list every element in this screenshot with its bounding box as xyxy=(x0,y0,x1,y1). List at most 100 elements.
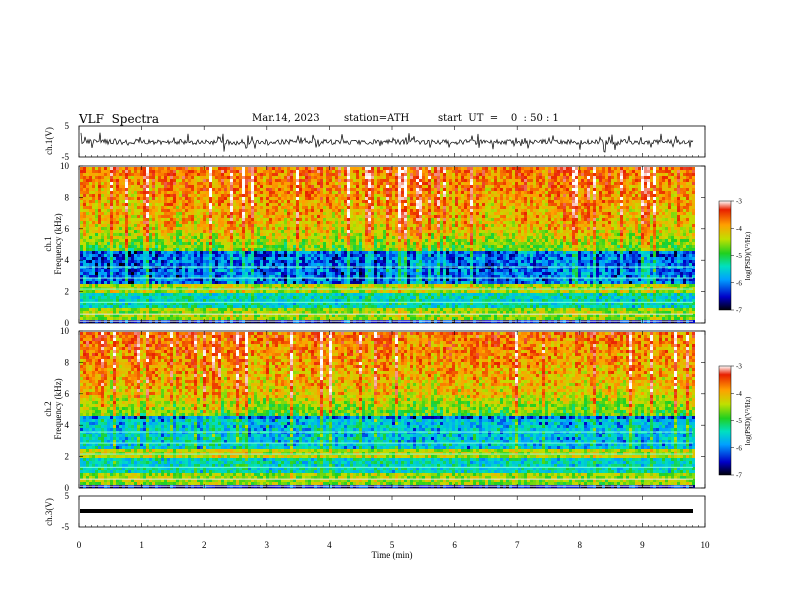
spectrogram-cell xyxy=(329,170,332,173)
spectrogram-cell xyxy=(122,308,125,311)
spectrogram-cell xyxy=(269,263,272,266)
spectrogram-cell xyxy=(272,254,275,257)
spectrogram-cell xyxy=(89,227,92,230)
spectrogram-cell xyxy=(242,248,245,251)
spectrogram-cell xyxy=(170,263,173,266)
spectrogram-cell xyxy=(314,248,317,251)
spectrogram-cell xyxy=(365,257,368,260)
spectrogram-cell xyxy=(191,239,194,242)
spectrogram-cell xyxy=(278,245,281,248)
spectrogram-cell xyxy=(80,251,83,254)
spectrogram-cell xyxy=(194,242,197,245)
spectrogram-cell xyxy=(263,206,266,209)
spectrogram-cell xyxy=(278,272,281,275)
spectrogram-cell xyxy=(164,209,167,212)
spectrogram-cell xyxy=(326,263,329,266)
spectrogram-cell xyxy=(119,239,122,242)
spectrogram-cell xyxy=(206,269,209,272)
spectrogram-cell xyxy=(182,194,185,197)
spectrogram-cell xyxy=(251,302,254,305)
spectrogram-cell xyxy=(254,185,257,188)
spectrogram-cell xyxy=(140,194,143,197)
spectrogram-cell xyxy=(353,251,356,254)
spectrogram-cell xyxy=(314,278,317,281)
spectrogram-cell xyxy=(233,311,236,314)
spectrogram-cell xyxy=(143,167,146,170)
spectrogram-cell xyxy=(266,227,269,230)
spectrogram-cell xyxy=(356,167,359,170)
spectrogram-cell xyxy=(365,185,368,188)
spectrogram-cell xyxy=(347,296,350,299)
spectrogram-cell xyxy=(92,188,95,191)
spectrogram-cell xyxy=(353,224,356,227)
spectrogram-cell xyxy=(278,197,281,200)
spectrogram-cell xyxy=(308,272,311,275)
spectrogram-cell xyxy=(197,269,200,272)
spectrogram-cell xyxy=(128,281,131,284)
spectrogram-cell xyxy=(287,296,290,299)
spectrogram-cell xyxy=(329,245,332,248)
spectrogram-cell xyxy=(188,227,191,230)
spectrogram-cell xyxy=(344,263,347,266)
spectrogram-cell xyxy=(140,251,143,254)
spectrogram-cell xyxy=(191,209,194,212)
spectrogram-cell xyxy=(278,167,281,170)
spectrogram-cell xyxy=(314,269,317,272)
spectrogram-cell xyxy=(227,182,230,185)
spectrogram-cell xyxy=(260,194,263,197)
spectrogram-cell xyxy=(155,317,158,320)
spectrogram-cell xyxy=(107,230,110,233)
spectrogram-cell xyxy=(161,167,164,170)
spectrogram-cell xyxy=(188,305,191,308)
spectrogram-cell xyxy=(86,260,89,263)
spectrogram-cell xyxy=(314,218,317,221)
spectrogram-cell xyxy=(290,317,293,320)
spectrogram-cell xyxy=(92,212,95,215)
spectrogram-cell xyxy=(269,254,272,257)
spectrogram-cell xyxy=(272,227,275,230)
spectrogram-cell xyxy=(209,290,212,293)
spectrogram-cell xyxy=(140,242,143,245)
spectrogram-cell xyxy=(146,296,149,299)
spectrogram-cell xyxy=(179,305,182,308)
spectrogram-cell xyxy=(287,182,290,185)
spectrogram-cell xyxy=(263,212,266,215)
spectrogram-cell xyxy=(344,218,347,221)
spectrogram-cell xyxy=(305,173,308,176)
spectrogram-cell xyxy=(266,194,269,197)
spectrogram-cell xyxy=(341,251,344,254)
spectrogram-cell xyxy=(101,311,104,314)
spectrogram-cell xyxy=(269,182,272,185)
spectrogram-cell xyxy=(224,167,227,170)
spectrogram-cell xyxy=(83,302,86,305)
spectrogram-cell xyxy=(185,233,188,236)
spectrogram-cell xyxy=(359,173,362,176)
spectrogram-cell xyxy=(308,257,311,260)
spectrogram-cell xyxy=(155,236,158,239)
spectrogram-cell xyxy=(83,197,86,200)
spectrogram-cell xyxy=(200,194,203,197)
spectrogram-cell xyxy=(113,257,116,260)
spectrogram-cell xyxy=(206,293,209,296)
spectrogram-cell xyxy=(143,311,146,314)
spectrogram-cell xyxy=(353,260,356,263)
spectrogram-cell xyxy=(134,218,137,221)
spectrogram-cell xyxy=(320,281,323,284)
spectrogram-cell xyxy=(131,257,134,260)
spectrogram-cell xyxy=(266,269,269,272)
spectrogram-cell xyxy=(104,257,107,260)
spectrogram-cell xyxy=(116,170,119,173)
spectrogram-cell xyxy=(263,191,266,194)
spectrogram-cell xyxy=(335,299,338,302)
spectrogram-cell xyxy=(365,200,368,203)
spectrogram-cell xyxy=(230,176,233,179)
spectrogram-cell xyxy=(266,260,269,263)
spectrogram-cell xyxy=(365,272,368,275)
spectrogram-cell xyxy=(284,212,287,215)
spectrogram-cell xyxy=(104,203,107,206)
spectrogram-cell xyxy=(365,188,368,191)
spectrogram-cell xyxy=(83,239,86,242)
spectrogram-cell xyxy=(131,212,134,215)
spectrogram-cell xyxy=(296,230,299,233)
spectrogram-cell xyxy=(236,290,239,293)
